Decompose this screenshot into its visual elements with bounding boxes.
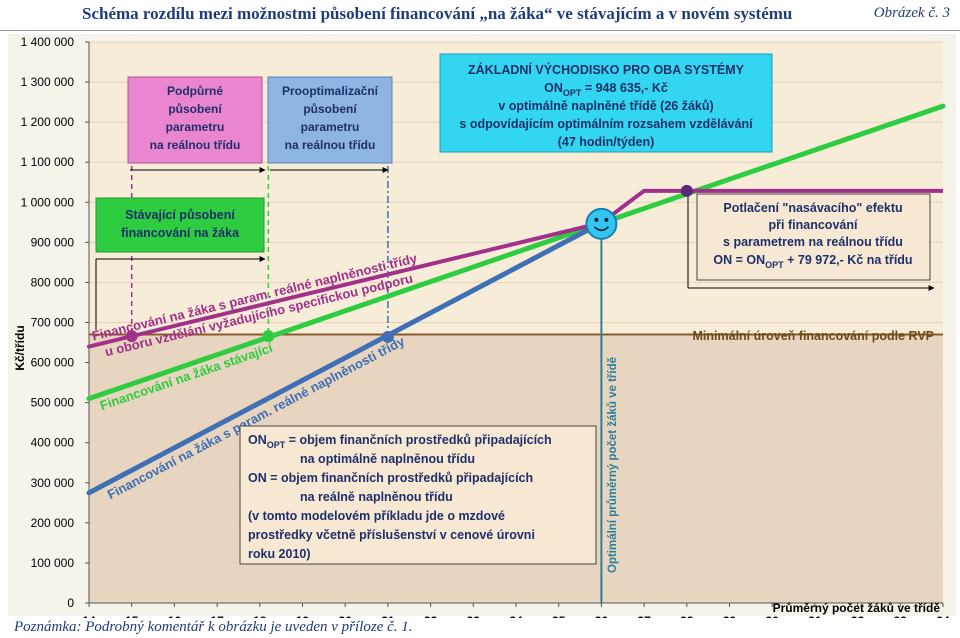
y-axis-label: Kč/třídu [13, 325, 27, 370]
suppress-box: Potlačení "nasávacího" efektu při financ… [696, 193, 931, 281]
y-tick-label: 600 000 [31, 356, 75, 370]
y-tick-label: 1 200 000 [21, 115, 75, 129]
suppress-line-4: ON = ONOPT + 79 972,- Kč na třídu [713, 253, 912, 270]
figure-label: Obrázek č. 3 [873, 5, 950, 21]
x-tick-label: 19 [296, 614, 310, 618]
x-tick-label: 21 [381, 614, 395, 618]
x-tick-label: 18 [253, 614, 267, 618]
support-line-2: působení [168, 102, 222, 116]
series-specific-line [87, 220, 604, 349]
legend-line-7: roku 2010) [248, 547, 311, 561]
x-tick-label: 34 [936, 614, 950, 618]
y-tick-label: 400 000 [31, 436, 75, 450]
current-box: Stávající působení financování na žáka [95, 197, 265, 253]
legend-line-3: ON = objem finančních prostředků připada… [248, 471, 533, 485]
x-tick-label: 28 [680, 614, 694, 618]
x-axis-label: Průměrný počet žáků ve třídě [773, 601, 941, 615]
y-tick-label: 800 000 [31, 275, 75, 289]
x-tick-label: 16 [168, 614, 182, 618]
x-tick-label: 30 [766, 614, 780, 618]
basis-line-4: s odpovídajícím optimálním rozsahem vzdě… [459, 117, 753, 131]
optimum-smiley-icon [585, 207, 618, 240]
y-tick-label: 0 [67, 596, 74, 610]
y-tick-label: 1 400 000 [21, 35, 75, 49]
proopt-line-3: parametru [301, 120, 360, 134]
proopt-line-1: Prooptimalizační [282, 84, 379, 98]
x-tick-label: 25 [552, 614, 566, 618]
x-tick-label: 15 [125, 614, 139, 618]
suppress-line-2: při financování [769, 218, 858, 232]
footnote: Poznámka: Podrobný komentář k obrázku je… [14, 619, 413, 635]
support-line-1: Podpůrné [167, 84, 223, 98]
x-tick-label: 14 [82, 614, 96, 618]
x-tick-label: 17 [210, 614, 224, 618]
marker-current [262, 330, 275, 343]
proopt-line-4: na reálnou třídu [285, 138, 376, 152]
legend-line-2: na optimálně naplněnou třídu [300, 452, 475, 466]
basis-title: ZÁKLADNÍ VÝCHODISKO PRO OBA SYSTÉMY [468, 62, 745, 77]
legend-box: ONOPT = objem finančních prostředků přip… [239, 425, 597, 565]
x-tick-label: 22 [424, 614, 438, 618]
y-tick-label: 500 000 [31, 396, 75, 410]
basis-value-line: ONOPT = 948 635,- Kč [544, 81, 668, 98]
legend-line-6: prostředky včetně příslušenství v cenové… [248, 528, 535, 542]
support-line-4: na reálnou třídu [150, 138, 241, 152]
proopt-box: Prooptimalizační působení parametru na r… [267, 76, 393, 164]
x-tick-label: 27 [637, 614, 651, 618]
y-tick-label: 200 000 [31, 516, 75, 530]
marker-real [381, 330, 394, 343]
y-tick-label: 100 000 [31, 556, 75, 570]
x-axis-ticks: 14 15 16 17 18 19 20 21 22 23 24 25 26 27 28 29 30 31 32 33… [82, 603, 950, 618]
proopt-line-2: působení [303, 102, 357, 116]
x-tick-label: 29 [723, 614, 737, 618]
y-tick-label: 1 000 000 [21, 195, 75, 209]
series-real-line [86, 220, 604, 496]
y-axis-ticks: 0 100 000 200 000 300 000 400 000 500 000 600 … [21, 35, 89, 610]
marker-capped [680, 184, 693, 197]
minimum-level-label: Minimální úroveň financování podle RVP [693, 329, 934, 343]
current-box-line-2: financování na žáka [121, 226, 240, 240]
support-line-3: parametru [166, 120, 225, 134]
legend-line-5: (v tomto modelovém příkladu jde o mzdové [248, 509, 505, 523]
y-tick-label: 900 000 [31, 235, 75, 249]
suppress-line-1: Potlačení "nasávacího" efektu [723, 201, 902, 215]
y-tick-label: 1 300 000 [21, 75, 75, 89]
x-tick-label: 20 [339, 614, 353, 618]
legend-line-1: ONOPT = objem finančních prostředků přip… [248, 433, 552, 450]
chart: 0 100 000 200 000 300 000 400 000 500 000 600 … [8, 34, 956, 618]
x-tick-label: 23 [467, 614, 481, 618]
x-tick-label: 32 [851, 614, 865, 618]
marker-specific [125, 330, 138, 343]
y-tick-label: 1 100 000 [21, 155, 75, 169]
y-tick-label: 300 000 [31, 476, 75, 490]
series-current-line [86, 103, 946, 402]
x-tick-label: 26 [595, 614, 609, 618]
basis-box: ZÁKLADNÍ VÝCHODISKO PRO OBA SYSTÉMY ONOP… [439, 53, 773, 153]
basis-line-5: (47 hodin/týden) [558, 135, 655, 149]
y-tick-label: 700 000 [31, 316, 75, 330]
x-tick-label: 24 [509, 614, 523, 618]
basis-line-3: v optimálně naplněné třídě (26 žáků) [498, 99, 713, 113]
x-tick-label: 33 [894, 614, 908, 618]
legend-line-4: na reálně naplněnou třídu [300, 490, 453, 504]
series-capped-line [600, 188, 943, 225]
page-title: Schéma rozdílu mezi možnostmi působení f… [82, 4, 793, 23]
support-box: Podpůrné působení parametru na reálnou t… [127, 76, 263, 164]
current-box-line-1: Stávající působení [125, 208, 235, 222]
suppress-line-3: s parametrem na reálnou třídu [723, 235, 903, 249]
header-bar: Schéma rozdílu mezi možnostmi působení f… [0, 0, 960, 31]
optimum-line-label: Optimální průměrný počet žáků ve třídě [607, 357, 619, 573]
x-tick-label: 31 [808, 614, 822, 618]
